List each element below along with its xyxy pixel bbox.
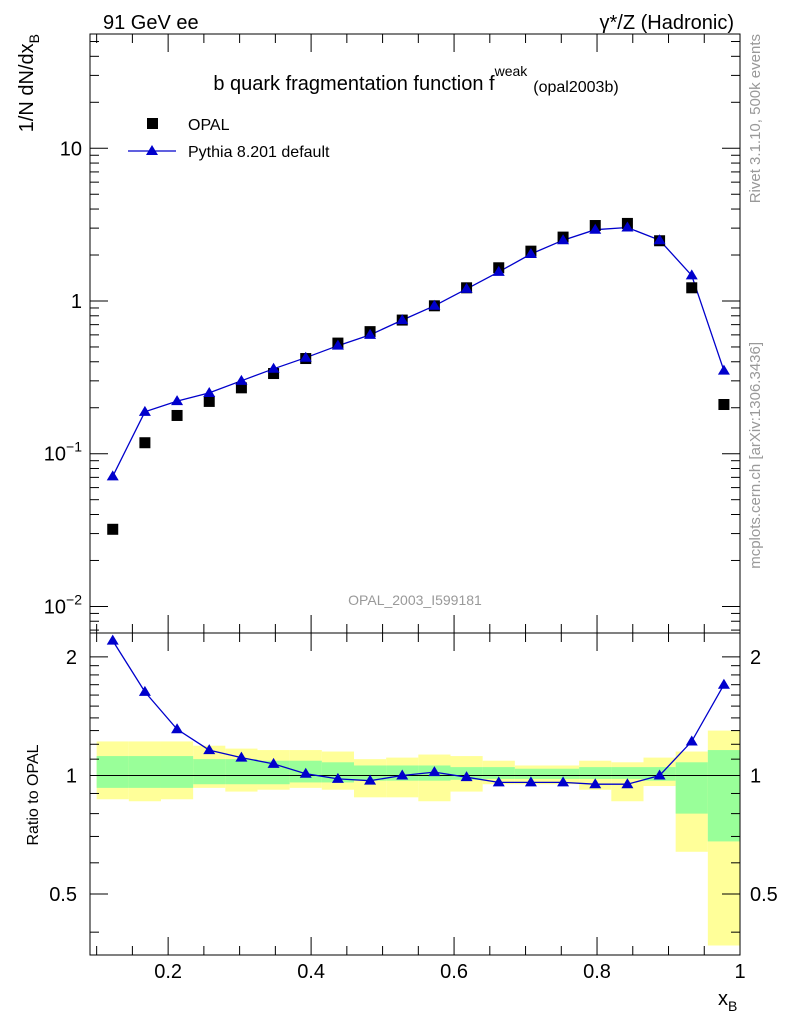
- mc-point: [428, 299, 441, 310]
- legend-data-marker: [147, 118, 158, 129]
- ratio-mc-point: [267, 757, 280, 768]
- ratio-mc-line: [112, 640, 725, 785]
- header-right: γ*/Z (Hadronic): [600, 12, 734, 34]
- ratio-mc-point: [557, 776, 570, 787]
- ratio-y-tick-label-right: 2: [750, 647, 761, 669]
- uncertainty-band-inner: [675, 762, 708, 814]
- watermark: OPAL_2003_I599181: [348, 592, 482, 608]
- data-point: [171, 409, 183, 421]
- legend-data-label: OPAL: [188, 117, 230, 134]
- uncertainty-band-inner: [707, 750, 740, 842]
- data-point: [686, 282, 698, 294]
- mc-point: [685, 269, 698, 280]
- ratio-mc-point: [235, 751, 248, 762]
- x-tick-label: 0.2: [154, 961, 182, 983]
- ratio-mc-point: [331, 772, 344, 783]
- rivet-label: Rivet 3.1.10, 500k events: [747, 34, 764, 203]
- mc-point: [203, 386, 216, 397]
- uncertainty-band-inner: [579, 767, 612, 779]
- ratio-mc-point: [396, 769, 409, 780]
- ratio-mc-point: [106, 634, 119, 645]
- data-point: [718, 399, 730, 411]
- ratio-y-axis-label: Ratio to OPAL: [25, 744, 42, 845]
- y-tick-label: 10: [60, 138, 82, 160]
- ratio-y-tick-label-right: 0.5: [750, 884, 778, 906]
- ratio-y-tick-label: 1: [66, 765, 77, 787]
- mc-point: [653, 234, 666, 245]
- data-point: [268, 368, 280, 380]
- ratio-mc-point: [171, 723, 184, 734]
- ratio-mc-point: [717, 678, 730, 689]
- mc-point: [589, 223, 602, 234]
- ratio-y-tick-label: 0.5: [49, 884, 77, 906]
- mc-point: [171, 395, 184, 406]
- x-tick-label: 0.4: [297, 961, 325, 983]
- ratio-panel: 0.5 0.5 1 1 2 2 0.2 0.4 0.6 0.8 1 xB Ratio to OPAL: [25, 632, 778, 1014]
- x-tick-label: 0.6: [440, 961, 468, 983]
- ratio-mc-point: [589, 778, 602, 789]
- data-point: [107, 523, 119, 535]
- mc-point: [106, 470, 119, 481]
- uncertainty-band-inner: [546, 768, 580, 779]
- header-left: 91 GeV ee: [103, 12, 199, 34]
- y-tick-label: 1: [71, 291, 82, 313]
- ratio-mc-point: [460, 771, 473, 782]
- uncertainty-band-inner: [193, 759, 226, 785]
- uncertainty-band-inner: [160, 756, 194, 788]
- chart-title: b quark fragmentation function fweak(opa…: [213, 63, 618, 96]
- mc-point: [299, 351, 312, 362]
- y-tick-label: 10−1: [44, 439, 82, 466]
- mc-point: [138, 405, 151, 416]
- mc-point: [557, 234, 570, 245]
- mc-point: [621, 221, 634, 232]
- mc-point: [492, 265, 505, 276]
- x-axis-label: xB: [718, 988, 737, 1014]
- data-point: [139, 437, 151, 449]
- uncertainty-band-inner: [611, 767, 644, 779]
- ratio-mc-point: [364, 774, 377, 785]
- data-point: [235, 382, 247, 394]
- ratio-y-tick-label: 2: [66, 647, 77, 669]
- y-tick-label: 10−2: [44, 591, 82, 618]
- ratio-mc-point: [203, 744, 216, 755]
- uncertainty-band-inner: [353, 765, 387, 781]
- mc-point: [396, 314, 409, 325]
- ratio-mc-point: [653, 769, 666, 780]
- ratio-y-tick-label-right: 1: [750, 765, 761, 787]
- legend-mc-label: Pythia 8.201 default: [188, 144, 330, 161]
- ratio-mc-point: [492, 776, 505, 787]
- ratio-mc-point: [428, 766, 441, 777]
- x-tick-label: 0.8: [583, 961, 611, 983]
- mc-point: [267, 362, 280, 373]
- uncertainty-band-inner: [96, 756, 129, 788]
- ratio-mc-point: [138, 685, 151, 696]
- mc-point: [235, 374, 248, 385]
- uncertainty-band-inner: [482, 767, 515, 779]
- ratio-mc-point: [685, 735, 698, 746]
- data-point: [203, 395, 215, 407]
- mc-point: [364, 328, 377, 339]
- legend-mc-marker: [146, 145, 158, 155]
- mcplots-label: mcplots.cern.ch [arXiv:1306.3436]: [747, 342, 764, 569]
- ratio-mc-point: [299, 767, 312, 778]
- y-axis-label: 1/N dN/dxB: [16, 34, 42, 132]
- mc-point: [331, 339, 344, 350]
- mc-point: [717, 364, 730, 375]
- ratio-frame: [89, 632, 741, 956]
- uncertainty-band-inner: [128, 756, 161, 788]
- x-tick-label: 1: [734, 961, 745, 983]
- mc-series-line: [112, 226, 725, 477]
- uncertainty-band-inner: [514, 768, 547, 779]
- ratio-mc-point: [524, 776, 537, 787]
- mc-point: [524, 248, 537, 259]
- ratio-mc-point: [621, 778, 634, 789]
- uncertainty-band-inner: [225, 759, 258, 785]
- mc-point: [460, 282, 473, 293]
- main-panel: 10−2 10−1 1 10 1/N dN/dxB b quark fragmentati…: [16, 33, 741, 634]
